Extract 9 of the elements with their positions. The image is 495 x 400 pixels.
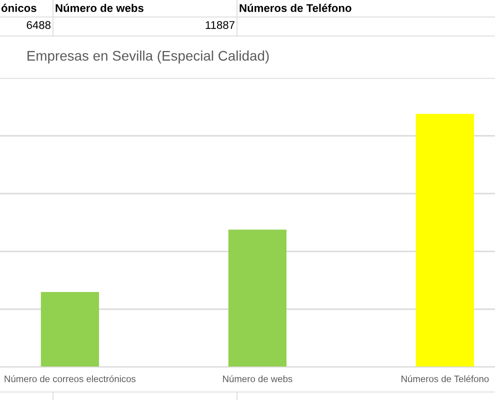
- data-label: 6488: [26, 21, 51, 29]
- text: Números de Teléfono: [240, 4, 352, 12]
- chart-title: Empresas en Sevilla (Especial Calidad): [28, 50, 269, 64]
- text: ónicos: [1, 4, 36, 12]
- data-label: 11887: [206, 21, 234, 29]
- x-tick-label: Números de Teléfono: [402, 375, 489, 382]
- x-tick-label: Número de webs: [223, 375, 292, 382]
- x-tick-label: Número de correos electrónicos: [4, 375, 136, 382]
- text: Número de webs: [56, 4, 144, 12]
